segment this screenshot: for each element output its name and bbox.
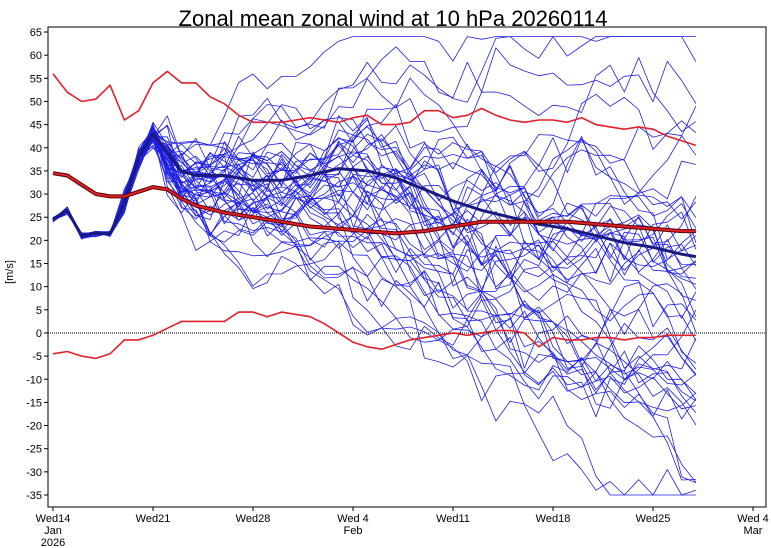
ensemble-member-line [52,125,697,375]
y-tick-label: 60 [30,50,42,62]
y-tick-label: 50 [30,96,42,108]
x-tick-label: Wed14 [36,513,71,525]
y-tick-label: -30 [26,467,42,479]
climatology-mean-line [52,172,696,235]
x-tick-label: Wed 4 [737,513,769,525]
ensemble-member-line [52,121,697,244]
x-tick-label: 2026 [41,537,65,548]
x-tick-label: Wed11 [436,513,470,525]
x-tick-label: Mar [744,525,763,537]
ensemble-member-line [52,140,697,412]
ensemble-member-line [52,115,697,275]
y-tick-label: 5 [36,305,42,317]
ensemble-member-line [52,133,696,481]
ensemble-mean-line [52,132,697,259]
y-tick-label: -5 [32,351,42,363]
y-tick-label: 15 [30,259,42,271]
ensemble-member-line [52,126,696,283]
x-tick-label: Wed28 [236,513,271,525]
plot-frame [47,26,767,508]
ensemble-member-line [52,142,696,410]
y-tick-label: 10 [30,282,42,294]
y-tick-label: 40 [30,143,42,155]
y-tick-label: -35 [26,490,42,502]
y-tick-label: 45 [30,120,42,132]
ensemble-member-line [52,126,697,301]
climatology-bound-line [52,311,696,360]
y-tick-label: -10 [26,374,42,386]
y-tick-label: -25 [26,444,42,456]
climatology-bound-line [52,70,697,147]
x-tick-label: Jan [44,525,62,537]
ensemble-member-line [52,77,697,240]
y-tick-label: -15 [26,397,42,409]
summary-series [52,70,697,360]
ensemble-member-line [52,125,697,426]
y-tick-label: 35 [30,166,42,178]
x-tick-label: Wed 4 [337,513,369,525]
y-tick-label: 65 [30,27,42,39]
x-tick-label: Wed21 [136,513,171,525]
ensemble-member-line [52,125,697,402]
ensemble-member-line [52,130,697,418]
y-tick-label: 25 [30,212,42,224]
x-tick-label: Feb [344,525,363,537]
x-tick-label: Wed18 [536,513,571,525]
y-axis-label: [m/s] [4,260,16,284]
ensemble-member-line [52,46,697,239]
y-axis: 65605550454035302520151050-5-10-15-20-25… [26,27,48,502]
ensemble-member-line [52,131,697,409]
y-tick-label: 30 [30,189,42,201]
ensemble-members [52,36,697,496]
y-tick-label: 55 [30,73,42,85]
y-tick-label: 20 [30,235,42,247]
ensemble-member-line [52,136,697,301]
ensemble-member-line [52,138,697,483]
y-tick-label: 0 [36,328,42,340]
x-tick-label: Wed25 [636,513,671,525]
y-tick-label: -20 [26,421,42,433]
